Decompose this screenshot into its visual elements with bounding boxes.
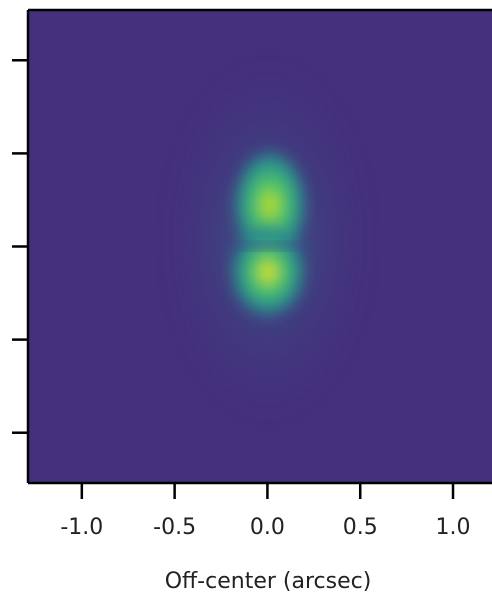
x-tick-label: -1.0 xyxy=(60,515,103,540)
x-axis-label: Off-center (arcsec) xyxy=(165,569,372,594)
x-tick-label: 1.0 xyxy=(436,515,471,540)
x-tick-label: 0.0 xyxy=(250,515,285,540)
image xyxy=(28,10,492,483)
x-tick-label: 0.5 xyxy=(343,515,378,540)
x-tick-label: -0.5 xyxy=(153,515,196,540)
